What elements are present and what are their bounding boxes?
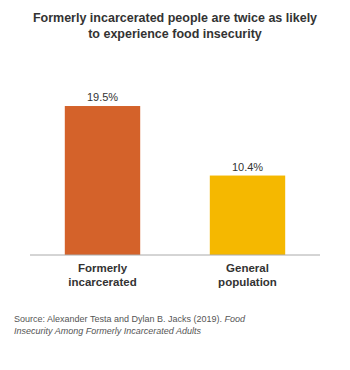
title: Formerly incarcerated people are twice a…	[33, 11, 317, 41]
source-note: Source: Alexander Testa and Dylan B. Jac…	[14, 314, 246, 324]
source-text: Insecurity Among Formerly Incarcerated A…	[14, 326, 201, 336]
bar	[65, 106, 140, 255]
x-tick-label: Formerlyincarcerated	[68, 262, 136, 288]
bar	[210, 176, 285, 255]
x-axis-line	[30, 255, 320, 256]
source-text: Source: Alexander Testa and Dylan B. Jac…	[14, 314, 224, 324]
source-text: Food	[224, 314, 246, 324]
bars	[65, 106, 285, 255]
data-label: 19.5%	[87, 91, 118, 103]
chart-svg: Formerly incarcerated people are twice a…	[0, 0, 350, 370]
source-note: Insecurity Among Formerly Incarcerated A…	[14, 326, 201, 336]
data-label: 10.4%	[232, 161, 263, 173]
x-tick-label: Generalpopulation	[218, 262, 277, 288]
chart-container: Formerly incarcerated people are twice a…	[0, 0, 350, 370]
background	[0, 0, 350, 370]
